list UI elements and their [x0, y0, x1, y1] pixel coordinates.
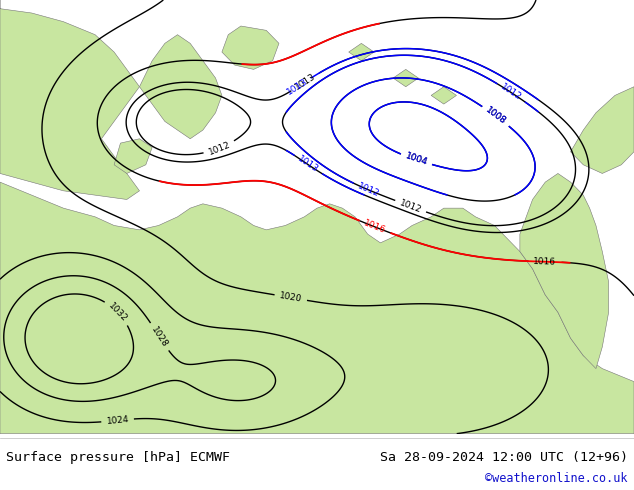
Text: 1028: 1028 — [150, 325, 169, 349]
Text: 1012: 1012 — [398, 198, 423, 215]
Text: 1004: 1004 — [404, 152, 429, 168]
Text: 1016: 1016 — [533, 257, 557, 267]
Text: 1004: 1004 — [404, 152, 429, 168]
Polygon shape — [0, 0, 139, 199]
Polygon shape — [431, 87, 456, 104]
Polygon shape — [393, 70, 418, 87]
Text: 1013: 1013 — [293, 72, 317, 92]
Text: 1020: 1020 — [279, 291, 303, 304]
Text: 1013: 1013 — [285, 77, 309, 97]
Text: 1032: 1032 — [107, 301, 129, 324]
Polygon shape — [349, 44, 374, 61]
Polygon shape — [0, 182, 634, 434]
Text: ©weatheronline.co.uk: ©weatheronline.co.uk — [485, 472, 628, 486]
Polygon shape — [571, 87, 634, 173]
Polygon shape — [222, 26, 279, 70]
Text: 1008: 1008 — [484, 106, 508, 126]
Polygon shape — [139, 35, 222, 139]
Text: 1012: 1012 — [499, 83, 523, 103]
Text: Sa 28-09-2024 12:00 UTC (12+96): Sa 28-09-2024 12:00 UTC (12+96) — [380, 451, 628, 464]
Text: 1016: 1016 — [363, 219, 387, 235]
Text: 1013: 1013 — [296, 154, 320, 175]
Polygon shape — [520, 173, 609, 368]
Text: 1024: 1024 — [106, 415, 129, 426]
Polygon shape — [114, 139, 152, 173]
Text: 1012: 1012 — [356, 181, 381, 198]
Text: Surface pressure [hPa] ECMWF: Surface pressure [hPa] ECMWF — [6, 451, 230, 464]
Text: 1012: 1012 — [207, 140, 231, 156]
Text: 1008: 1008 — [484, 106, 508, 126]
